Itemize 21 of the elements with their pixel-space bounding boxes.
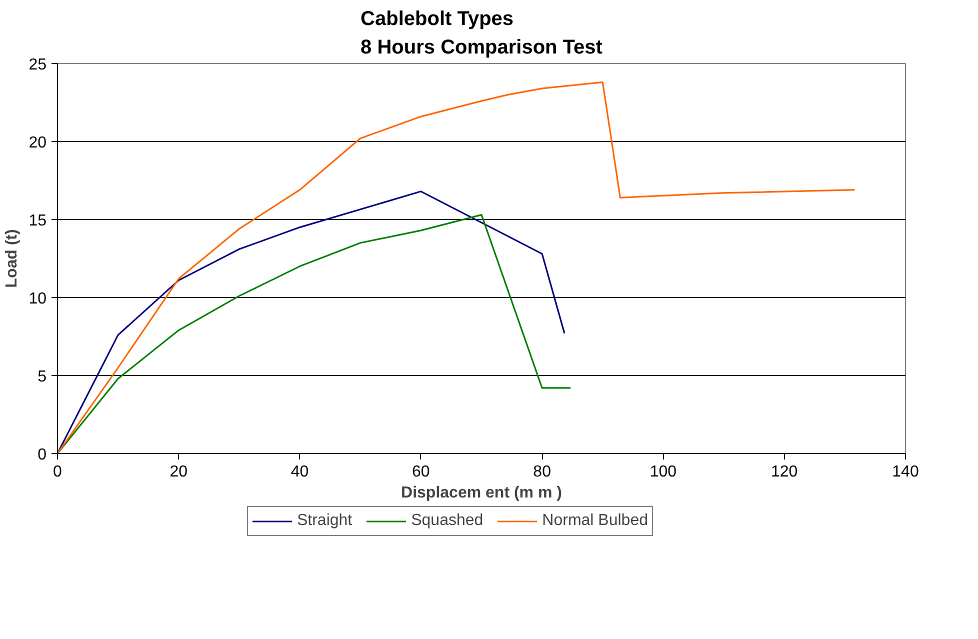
y-tick-label: 5 (38, 368, 47, 386)
legend-label: Straight (296, 512, 352, 530)
y-tick-label: 10 (28, 290, 47, 308)
legend-label: Squashed (411, 512, 484, 530)
x-tick-label: 60 (412, 464, 430, 480)
legend-label: Normal Bulbed (542, 512, 648, 530)
x-tick-label: 100 (650, 464, 677, 480)
y-tick-label: 25 (28, 56, 47, 74)
y-tick-label: 20 (28, 134, 47, 152)
y-tick-label: 0 (38, 446, 47, 464)
x-tick-label: 80 (533, 464, 552, 480)
x-axis-title: Displacem ent (m m ) (401, 484, 562, 502)
chart-title: Cablebolt Types 8 Hours Comparison Test (360, 8, 603, 58)
y-tick-label: 15 (28, 212, 47, 230)
x-tick-label: 0 (53, 464, 62, 480)
x-tick-label: 120 (771, 464, 798, 480)
x-tick-label: 40 (290, 464, 309, 480)
y-axis-title: Load (t) (4, 229, 21, 288)
line-series (58, 81, 856, 454)
x-tick-label: 20 (170, 464, 188, 480)
x-tick-label: 140 (892, 464, 919, 480)
